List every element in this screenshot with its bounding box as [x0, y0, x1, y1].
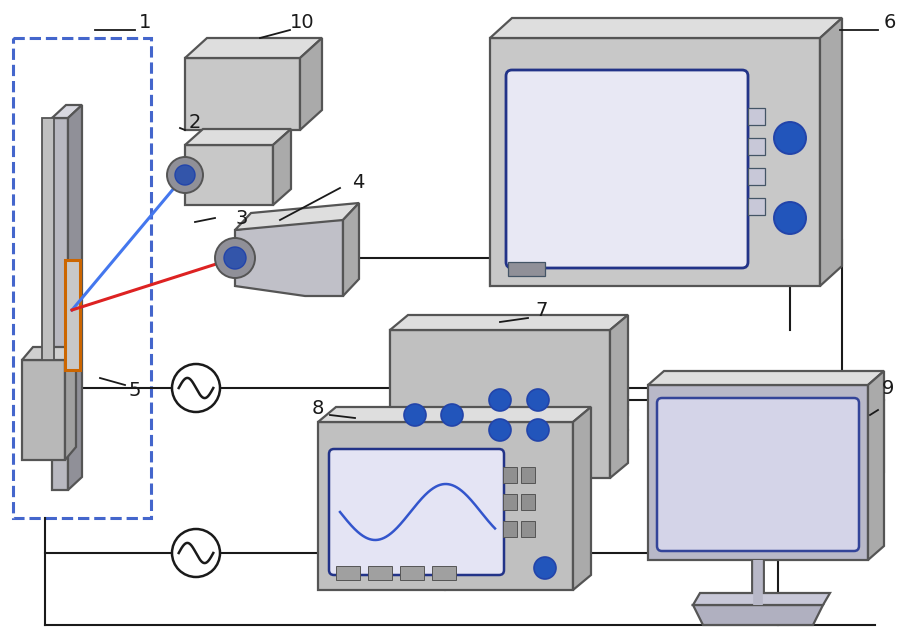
Polygon shape: [748, 108, 765, 125]
Polygon shape: [318, 422, 573, 590]
Polygon shape: [185, 145, 273, 205]
Circle shape: [527, 419, 549, 441]
FancyBboxPatch shape: [506, 70, 748, 268]
Polygon shape: [68, 105, 82, 490]
Polygon shape: [521, 467, 535, 483]
Polygon shape: [336, 566, 360, 580]
Text: 9: 9: [882, 379, 894, 398]
Circle shape: [774, 202, 806, 234]
Polygon shape: [368, 566, 392, 580]
Polygon shape: [432, 566, 456, 580]
Text: 1: 1: [139, 13, 151, 31]
Polygon shape: [273, 129, 291, 205]
Polygon shape: [42, 118, 54, 360]
Polygon shape: [748, 138, 765, 155]
Polygon shape: [22, 360, 65, 460]
Polygon shape: [52, 105, 82, 118]
Polygon shape: [820, 18, 842, 286]
Polygon shape: [235, 203, 359, 230]
Polygon shape: [22, 347, 76, 360]
Polygon shape: [52, 118, 68, 490]
Text: 2: 2: [188, 113, 201, 131]
Circle shape: [774, 122, 806, 154]
Polygon shape: [185, 58, 300, 130]
Circle shape: [172, 529, 220, 577]
Text: 6: 6: [884, 13, 896, 31]
Polygon shape: [503, 494, 517, 510]
Polygon shape: [503, 521, 517, 537]
Text: 4: 4: [351, 172, 364, 191]
Polygon shape: [748, 198, 765, 215]
Circle shape: [534, 557, 556, 579]
Polygon shape: [503, 467, 517, 483]
Circle shape: [224, 247, 246, 269]
FancyBboxPatch shape: [329, 449, 504, 575]
Polygon shape: [748, 168, 765, 185]
Polygon shape: [390, 330, 610, 478]
Text: 5: 5: [129, 381, 141, 399]
Polygon shape: [521, 521, 535, 537]
Polygon shape: [521, 494, 535, 510]
Circle shape: [404, 404, 426, 426]
Circle shape: [489, 389, 511, 411]
Circle shape: [489, 419, 511, 441]
Text: 10: 10: [290, 13, 315, 31]
Circle shape: [175, 165, 195, 185]
Circle shape: [172, 364, 220, 412]
Circle shape: [527, 389, 549, 411]
Text: 7: 7: [536, 301, 548, 320]
Polygon shape: [610, 315, 628, 478]
Polygon shape: [235, 220, 343, 296]
Circle shape: [441, 404, 463, 426]
Polygon shape: [390, 315, 628, 330]
Polygon shape: [490, 38, 820, 286]
Circle shape: [167, 157, 203, 193]
Polygon shape: [185, 38, 322, 58]
Circle shape: [215, 238, 255, 278]
Polygon shape: [573, 407, 591, 590]
Polygon shape: [185, 129, 291, 145]
Polygon shape: [318, 407, 591, 422]
Polygon shape: [648, 385, 868, 560]
Polygon shape: [868, 371, 884, 560]
Polygon shape: [400, 566, 424, 580]
FancyBboxPatch shape: [657, 398, 859, 551]
Polygon shape: [300, 38, 322, 130]
Polygon shape: [65, 347, 76, 460]
Polygon shape: [693, 605, 823, 625]
Polygon shape: [508, 262, 545, 276]
Text: 3: 3: [236, 208, 248, 228]
Polygon shape: [343, 203, 359, 296]
Text: 8: 8: [312, 399, 324, 418]
Polygon shape: [693, 593, 830, 605]
Polygon shape: [490, 18, 842, 38]
Polygon shape: [65, 260, 80, 370]
Polygon shape: [648, 371, 884, 385]
